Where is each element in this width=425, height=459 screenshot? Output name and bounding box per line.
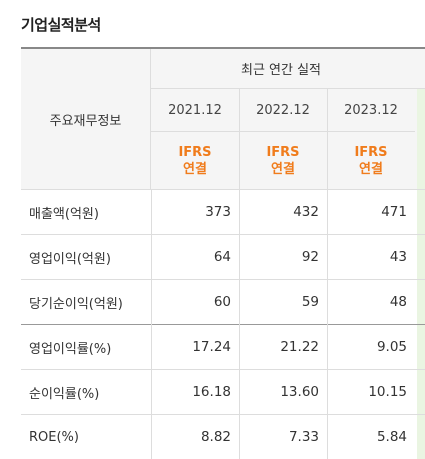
row-label: 매출액(억원) — [29, 206, 99, 222]
table-row: 영업이익(억원) 64 92 43 — [21, 234, 425, 279]
table-cell: 5.84 — [376, 429, 407, 445]
consolidated-label: 연결 — [271, 161, 295, 177]
column-highlight-edge — [417, 89, 425, 459]
header-label: 주요재무정보 — [21, 49, 151, 189]
header-ifrs-2022: IFRS 연결 — [239, 131, 327, 189]
table-cell: 59 — [301, 294, 319, 310]
table-cell: 373 — [205, 204, 231, 220]
row-label: 순이익률(%) — [29, 386, 100, 402]
consolidated-label: 연결 — [183, 161, 207, 177]
header-year-2023: 2023.12 — [344, 102, 398, 118]
table-cell: 92 — [301, 249, 319, 265]
financial-table: 주요재무정보 최근 연간 실적 2021.12 2022.12 2023.12 … — [21, 47, 425, 459]
ifrs-label: IFRS — [266, 144, 300, 160]
row-label: 당기순이익(억원) — [29, 296, 123, 312]
column-divider — [151, 189, 152, 459]
header-year-2021: 2021.12 — [168, 102, 222, 118]
table-cell: 13.60 — [280, 384, 319, 400]
ifrs-label: IFRS — [354, 144, 388, 160]
row-label: 영업이익(억원) — [29, 251, 111, 267]
column-divider — [239, 89, 240, 459]
header-year-2022: 2022.12 — [256, 102, 310, 118]
table-row: 순이익률(%) 16.18 13.60 10.15 — [21, 369, 425, 414]
table-cell: 64 — [213, 249, 231, 265]
table-cell: 21.22 — [280, 339, 319, 355]
header-ifrs-2021: IFRS 연결 — [151, 131, 239, 189]
table-cell: 9.05 — [376, 339, 407, 355]
table-cell: 16.18 — [192, 384, 231, 400]
table-cell: 432 — [293, 204, 319, 220]
table-cell: 48 — [389, 294, 407, 310]
table-cell: 60 — [213, 294, 231, 310]
table-row: 당기순이익(억원) 60 59 48 — [21, 279, 425, 324]
table-row: 매출액(억원) 373 432 471 — [21, 189, 425, 234]
section-title: 기업실적분석 — [21, 16, 101, 34]
table-cell: 10.15 — [368, 384, 407, 400]
consolidated-label: 연결 — [359, 161, 383, 177]
row-label: ROE(%) — [29, 429, 79, 445]
table-cell: 8.82 — [200, 429, 231, 445]
table-cell: 43 — [389, 249, 407, 265]
header-ifrs-2023: IFRS 연결 — [327, 131, 415, 189]
table-row: 영업이익률(%) 17.24 21.22 9.05 — [21, 324, 425, 369]
table-cell: 17.24 — [192, 339, 231, 355]
header-group-annual: 최근 연간 실적 — [151, 49, 425, 89]
row-label: 영업이익률(%) — [29, 341, 112, 357]
table-header: 주요재무정보 최근 연간 실적 2021.12 2022.12 2023.12 … — [21, 49, 425, 189]
table-cell: 7.33 — [288, 429, 319, 445]
table-row: ROE(%) 8.82 7.33 5.84 — [21, 414, 425, 459]
ifrs-label: IFRS — [178, 144, 212, 160]
column-divider — [327, 89, 328, 459]
table-cell: 471 — [381, 204, 407, 220]
